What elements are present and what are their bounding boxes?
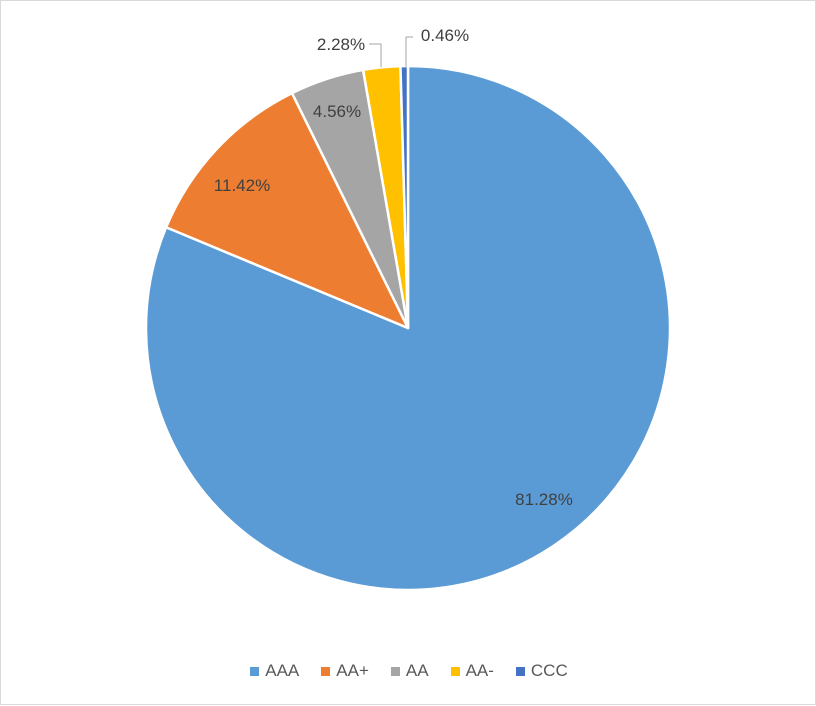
legend-swatch-aa [390,666,400,676]
legend-swatch-ccc [515,666,525,676]
legend-item-aa-plus: AA+ [321,661,369,681]
data-label-aa-plus: 11.42% [214,176,270,195]
legend-swatch-aa-minus [450,666,460,676]
data-label-ccc: 0.46% [421,26,469,45]
data-label-aa-minus: 2.28% [317,35,365,54]
legend-swatch-aaa [250,666,260,676]
legend-swatch-aa-plus [321,666,331,676]
pie-slice-aa-plus [164,91,410,330]
pie-slice-ccc [399,64,410,330]
legend-item-aa-minus: AA- [450,661,494,681]
legend-item-ccc: CCC [515,661,568,681]
legend-label-aa-minus: AA- [465,661,494,680]
legend-label-aaa: AAA [265,661,300,680]
legend-label-aa-plus: AA+ [336,661,369,680]
legend-item-aa: AA [390,661,429,681]
leader-line-ccc [405,36,413,67]
data-label-aa: 4.56% [313,102,361,121]
pie-slice-aaa [144,64,672,592]
leader-line-aa-minus [369,43,382,67]
legend-label-aa: AA [405,661,429,680]
data-label-aaa: 81.28% [515,490,573,509]
legend-label-ccc: CCC [530,661,568,680]
legend: AAA AA+ AA AA- CCC [1,661,816,681]
legend-item-aaa: AAA [250,661,299,681]
